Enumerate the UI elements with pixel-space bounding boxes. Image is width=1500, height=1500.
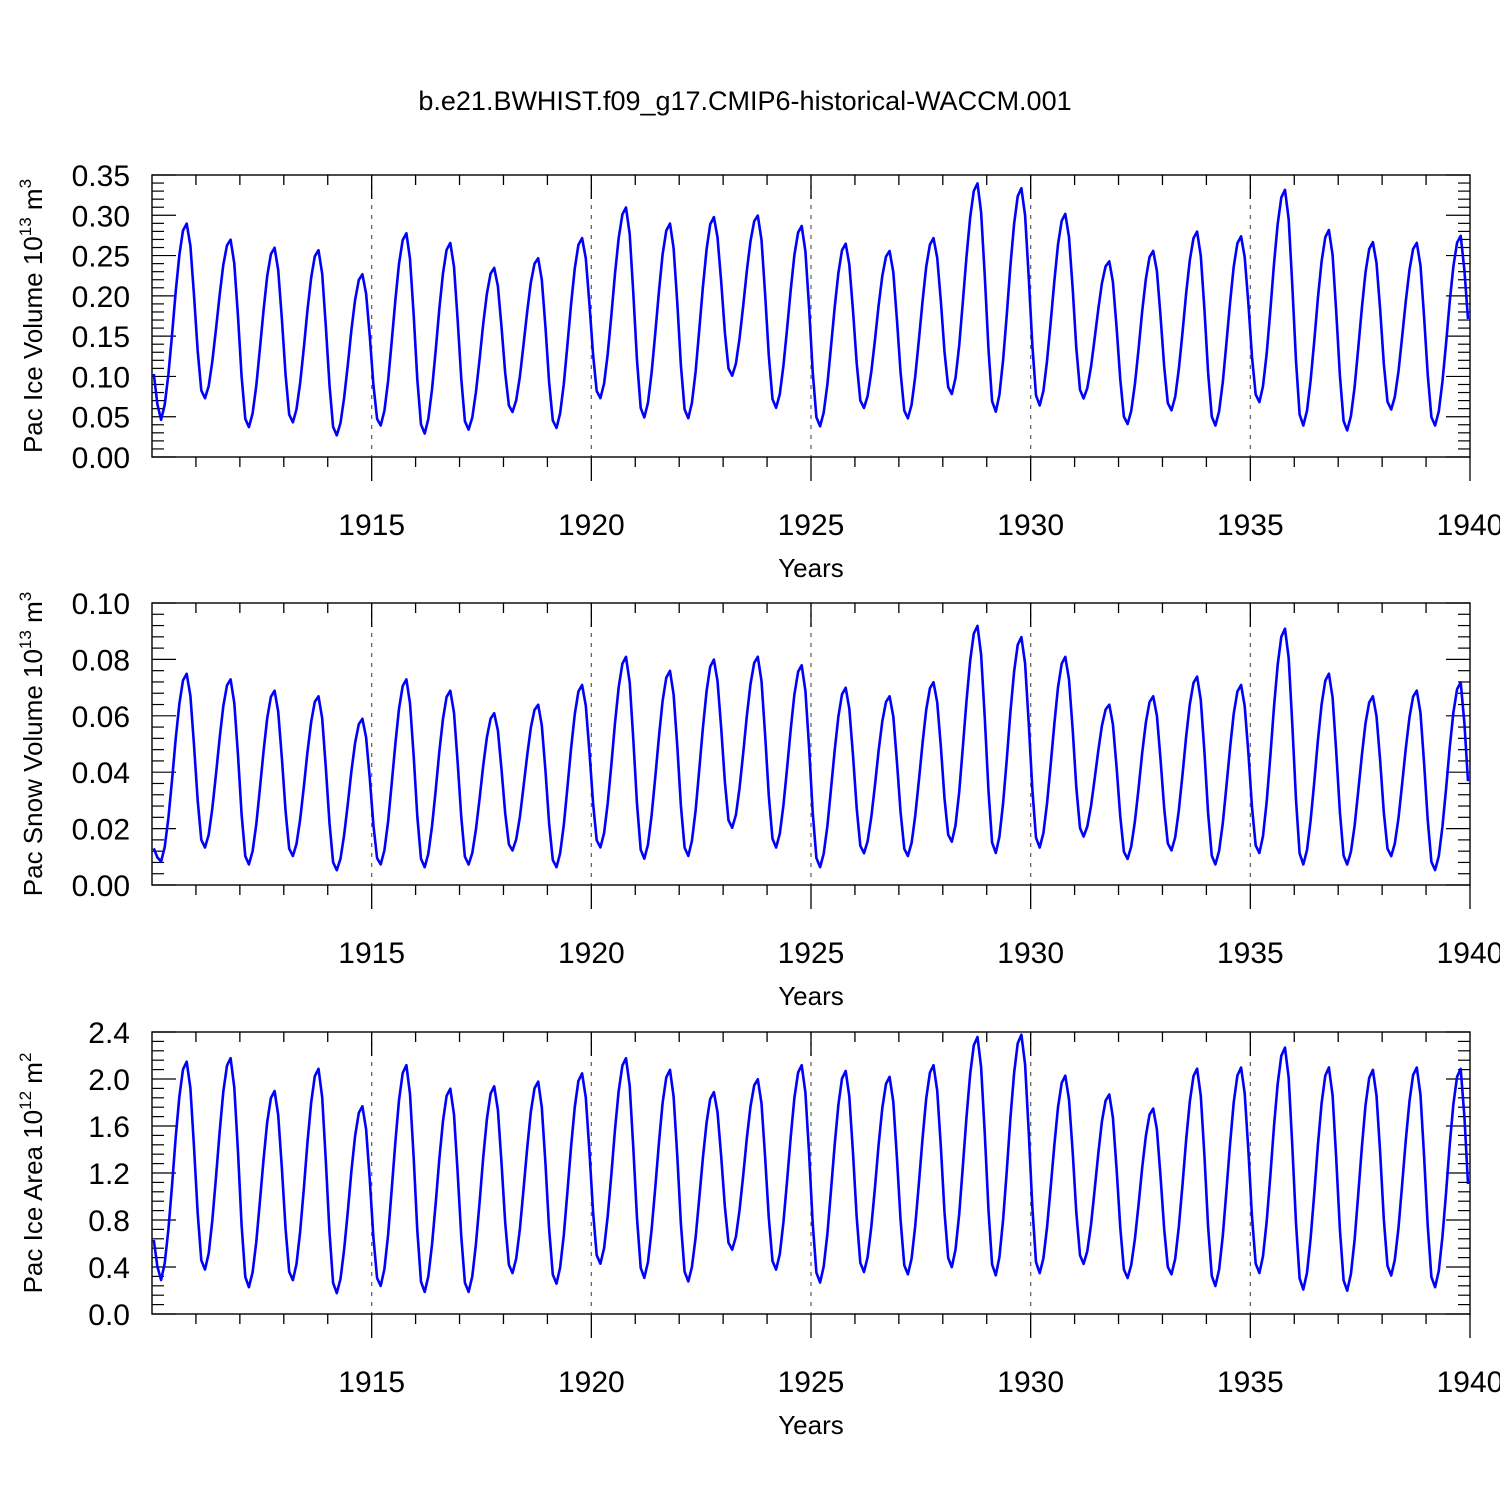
x-tick-label: 1930 — [997, 509, 1064, 542]
y-tick-label: 1.6 — [88, 1111, 130, 1144]
x-tick-label: 1920 — [558, 509, 625, 542]
ice-area-series-line — [152, 1033, 1470, 1295]
x-tick-label: 1940 — [1437, 509, 1500, 542]
y-tick-label: 0.15 — [72, 321, 130, 354]
panel-ice-area: 1915 1920 1925 1930 1935 1940 Years 0.0 0.4 0.8 1.… — [16, 1017, 1500, 1440]
x-axis-title: Years — [778, 981, 844, 1011]
x-tick-label: 1940 — [1437, 937, 1500, 970]
figure-title: b.e21.BWHIST.f09_g17.CMIP6-historical-WA… — [418, 86, 1071, 116]
x-tick-label: 1935 — [1217, 1366, 1284, 1399]
x-tick-label: 1915 — [338, 937, 405, 970]
y-tick-label: 0.20 — [72, 281, 130, 314]
ice-volume-series-line — [152, 182, 1470, 437]
y-tick-label: 0.30 — [72, 200, 130, 233]
x-tick-label: 1935 — [1217, 509, 1284, 542]
x-axis-title: Years — [778, 553, 844, 583]
x-tick-label: 1915 — [338, 509, 405, 542]
x-tick-label: 1915 — [338, 1366, 405, 1399]
y-tick-label: 1.2 — [88, 1158, 130, 1191]
y-tick-label: 0.00 — [72, 442, 130, 475]
x-tick-label: 1925 — [778, 1366, 845, 1399]
y-axis-title: Pac Ice Volume 1013 m3 — [16, 179, 48, 453]
y-tick-label: 0.10 — [72, 361, 130, 394]
y-tick-label: 0.4 — [88, 1252, 130, 1285]
y-axis-title: Pac Ice Area 1012 m2 — [16, 1053, 48, 1294]
y-tick-label: 0.02 — [72, 814, 130, 847]
x-tick-label: 1935 — [1217, 937, 1284, 970]
x-tick-label: 1920 — [558, 1366, 625, 1399]
x-tick-label: 1920 — [558, 937, 625, 970]
panel-ice-volume: 1915 1920 1925 1930 1935 1940 Years 0.00 0.05 0.1… — [16, 160, 1500, 583]
y-tick-label: 0.04 — [72, 757, 130, 790]
x-tick-label: 1930 — [997, 1366, 1064, 1399]
panel-snow-volume: 1915 1920 1925 1930 1935 1940 Years 0.00 0.02 0.0… — [16, 588, 1500, 1011]
y-tick-label: 0.05 — [72, 402, 130, 435]
y-tick-label: 0.25 — [72, 241, 130, 274]
x-tick-label: 1925 — [778, 509, 845, 542]
y-tick-label: 0.8 — [88, 1205, 130, 1238]
y-tick-label: 0.06 — [72, 701, 130, 734]
y-tick-label: 0.08 — [72, 644, 130, 677]
x-tick-label: 1940 — [1437, 1366, 1500, 1399]
snow-volume-series-line — [152, 624, 1470, 872]
y-tick-label: 0.00 — [72, 870, 130, 903]
y-tick-label: 0.35 — [72, 160, 130, 193]
y-axis-title: Pac Snow Volume 1013 m3 — [16, 592, 48, 896]
x-tick-label: 1930 — [997, 937, 1064, 970]
y-tick-label: 2.4 — [88, 1017, 130, 1050]
y-tick-label: 0.10 — [72, 588, 130, 621]
x-tick-label: 1925 — [778, 937, 845, 970]
x-axis-title: Years — [778, 1410, 844, 1440]
y-tick-label: 2.0 — [88, 1064, 130, 1097]
y-tick-label: 0.0 — [88, 1299, 130, 1332]
